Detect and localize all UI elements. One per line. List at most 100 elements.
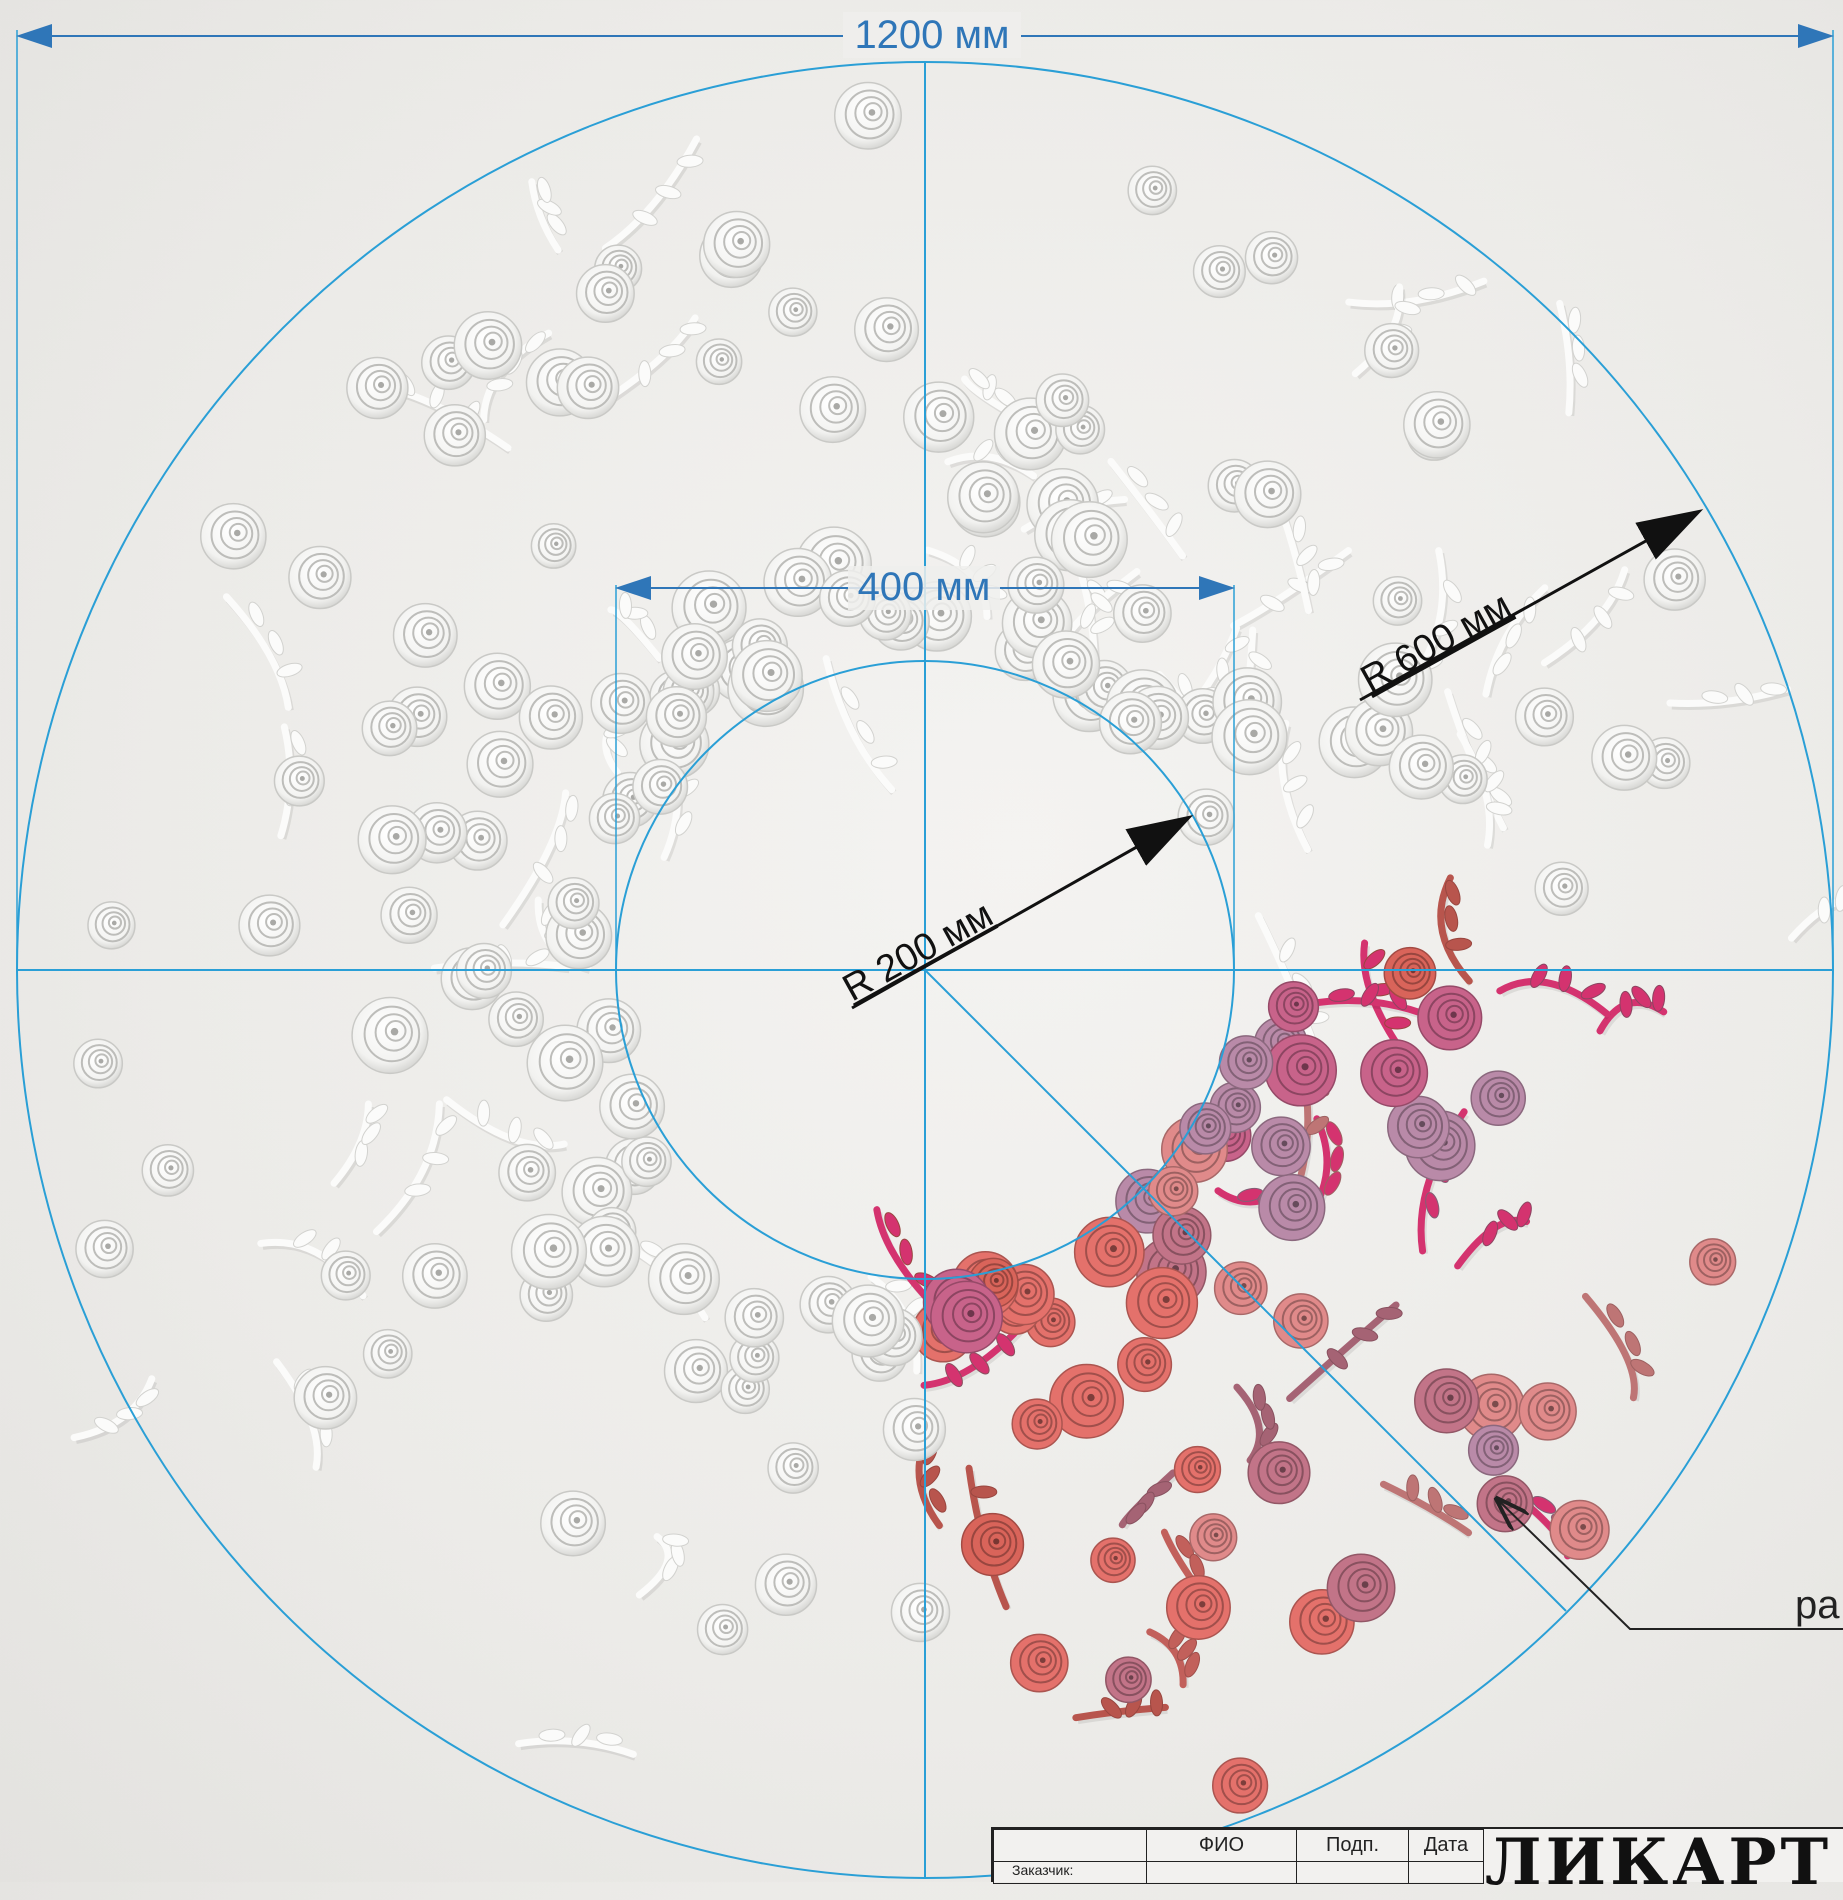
leaf-ornament — [1282, 741, 1302, 765]
rose-ornament — [87, 901, 136, 950]
leaf-ornament — [1817, 896, 1831, 924]
leaf-ornament — [1630, 1358, 1655, 1377]
rose-ornament — [799, 376, 867, 444]
rose-ornament — [1372, 575, 1423, 626]
vine-ornament — [601, 135, 701, 252]
rose-ornament — [200, 502, 267, 570]
rose-ornament — [1165, 1574, 1231, 1640]
leaf-ornament — [596, 1732, 623, 1746]
leaf-ornament — [632, 209, 658, 226]
leaf-ornament — [1259, 1422, 1279, 1447]
title-block-table: ФИО Подп. Дата Заказчик: — [993, 1829, 1484, 1884]
rose-ornament — [1179, 1102, 1232, 1155]
leaf-ornament — [1296, 544, 1318, 567]
rose-ornament — [530, 523, 577, 569]
inner-radius-label: R 200 мм — [836, 894, 1000, 1010]
leaf-ornament — [1462, 717, 1483, 740]
leaf-ornament — [290, 730, 307, 756]
rose-ornament — [453, 311, 523, 380]
company-logo: ЛИКАРТ — [1485, 1825, 1833, 1900]
callout-label: ра — [1795, 1583, 1840, 1627]
leaf-ornament — [1126, 466, 1149, 488]
leaf-ornament — [1417, 287, 1445, 301]
rose-ornament — [947, 461, 1020, 534]
leaf-ornament — [525, 331, 546, 353]
leaf-ornament — [1328, 988, 1355, 1002]
rose-ornament — [1011, 1398, 1063, 1450]
rose-ornament — [1383, 946, 1437, 1000]
leaf-ornament — [1150, 1689, 1164, 1717]
rose-ornament — [392, 602, 458, 668]
sector-line — [924, 969, 1567, 1612]
leaf-ornament — [571, 1723, 591, 1747]
leaf-ornament — [1363, 948, 1386, 970]
leaf-ornament — [1394, 300, 1421, 316]
leaf-ornament — [679, 322, 707, 336]
rose-ornament — [754, 1553, 818, 1617]
leaf-ornament — [1607, 586, 1635, 601]
leaf-ornament — [1384, 1016, 1412, 1030]
rose-ornament — [73, 1038, 124, 1089]
rose-ornament — [1125, 1266, 1199, 1340]
rose-ornament — [75, 1219, 134, 1279]
leaf-ornament — [365, 1103, 389, 1124]
rose-ornament — [730, 639, 803, 713]
leaf-ornament — [536, 176, 552, 203]
rose-ornament — [890, 1582, 951, 1643]
rose-ornament — [1326, 1553, 1396, 1623]
leaf-ornament — [1283, 775, 1308, 793]
leaf-ornament — [1444, 905, 1459, 932]
rose-ornament — [767, 1442, 820, 1494]
title-block-cell — [1408, 1861, 1484, 1884]
leaf-ornament — [507, 1116, 522, 1144]
leaf-ornament — [1351, 1327, 1379, 1342]
leaf-ornament — [674, 811, 693, 836]
rose-ornament — [361, 700, 418, 757]
leaf-ornament — [94, 1416, 119, 1434]
leaf-ornament — [1497, 1209, 1519, 1231]
rose-ornament — [833, 81, 902, 150]
rose-ornament — [1211, 1757, 1269, 1814]
leaf-ornament — [1248, 651, 1272, 670]
rose-ornament — [1643, 548, 1706, 611]
leaf-ornament — [884, 1212, 901, 1238]
rose-ornament — [647, 1242, 720, 1316]
rose-ornament — [960, 1512, 1025, 1577]
leaf-ornament — [1445, 937, 1473, 951]
leaf-ornament — [1279, 937, 1296, 963]
rose-ornament — [273, 755, 325, 807]
leaf-ornament — [1558, 965, 1572, 993]
leaf-ornament — [361, 1122, 381, 1146]
leaf-ornament — [1485, 801, 1513, 816]
vine-ornament — [1456, 730, 1494, 849]
leaf-ornament — [1516, 1201, 1532, 1228]
leaf-ornament — [1144, 492, 1169, 511]
leaf-ornament — [1184, 1651, 1201, 1678]
rose-ornament — [590, 672, 652, 735]
leaf-ornament — [267, 630, 284, 656]
callout-leader — [1498, 1500, 1843, 1630]
rose-ornament — [1476, 1475, 1534, 1533]
rose-ornament — [556, 356, 620, 420]
title-block-header-name: ФИО — [1146, 1829, 1297, 1862]
leaf-ornament — [1580, 982, 1606, 1000]
vine-ornament — [1556, 299, 1574, 417]
leaf-ornament — [1624, 1330, 1641, 1357]
leaf-ornament — [1652, 984, 1666, 1012]
leaf-ornament — [662, 1533, 690, 1547]
rose-ornament — [663, 1338, 729, 1404]
rose-ornament — [1689, 1238, 1737, 1286]
rose-ornament — [1534, 861, 1589, 916]
title-block-header-signature: Подп. — [1296, 1829, 1409, 1862]
leaf-ornament — [1619, 990, 1633, 1018]
rose-ornament — [1189, 1513, 1238, 1562]
rose-ornament — [1467, 1424, 1520, 1476]
leaf-ornament — [1252, 1383, 1266, 1411]
rose-ornament — [1050, 500, 1128, 579]
rose-ornament — [1518, 1382, 1577, 1441]
leaf-ornament — [1442, 579, 1462, 604]
leaf-ornament — [1080, 603, 1097, 629]
rose-ornament — [661, 623, 729, 690]
leaf-ornament — [655, 184, 682, 200]
leaf-ornament — [1296, 804, 1314, 829]
